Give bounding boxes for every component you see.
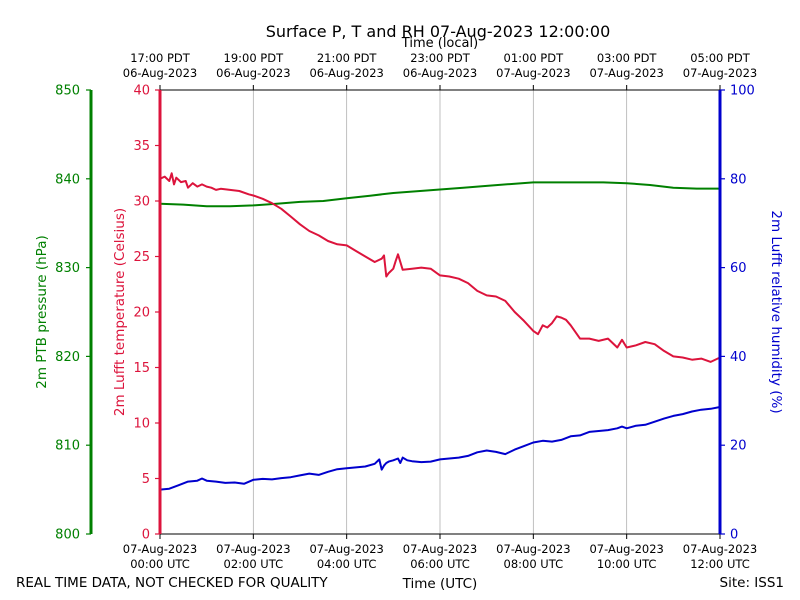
rh-tick-label: 60 [730, 261, 747, 276]
pressure-tick-label: 830 [55, 261, 80, 276]
x-tick-label-utc-time: 06:00 UTC [410, 557, 470, 571]
temperature-axis-label: 2m Lufft temperature (Celsius) [112, 208, 128, 416]
x-tick-label-utc-date: 07-Aug-2023 [496, 542, 570, 556]
pressure-axis-label: 2m PTB pressure (hPa) [34, 235, 50, 388]
x-tick-label-utc-date: 07-Aug-2023 [683, 542, 757, 556]
temperature-tick-label: 15 [133, 361, 150, 376]
temperature-tick-label: 25 [133, 250, 150, 265]
x-tick-label-utc-time: 10:00 UTC [597, 557, 657, 571]
x-tick-label-local-date: 06-Aug-2023 [403, 66, 477, 80]
x-tick-label-local-date: 07-Aug-2023 [683, 66, 757, 80]
x-tick-label-utc-time: 08:00 UTC [504, 557, 564, 571]
series-group [159, 172, 721, 491]
x-tick-label-utc-date: 07-Aug-2023 [403, 542, 477, 556]
temperature-tick-label: 35 [133, 139, 150, 154]
temperature-tick-label: 40 [133, 84, 150, 99]
x-tick-label-utc-date: 07-Aug-2023 [589, 542, 663, 556]
x-tick-label-utc-date: 07-Aug-2023 [123, 542, 197, 556]
x-tick-label-local-time: 23:00 PDT [410, 51, 471, 65]
x-tick-label-utc-date: 07-Aug-2023 [216, 542, 290, 556]
temperature-tick-label: 30 [133, 195, 150, 210]
x-tick-label-local-time: 17:00 PDT [130, 51, 191, 65]
rh-tick-label: 20 [730, 439, 747, 454]
x-tick-label-local-time: 01:00 PDT [504, 51, 565, 65]
pressure-tick-label: 800 [55, 528, 80, 543]
x-axis-label: Time (UTC) [402, 576, 478, 592]
footer-disclaimer: REAL TIME DATA, NOT CHECKED FOR QUALITY [16, 575, 328, 591]
x-tick-label-local-date: 06-Aug-2023 [123, 66, 197, 80]
x-tick-label-local-time: 05:00 PDT [690, 51, 751, 65]
footer-site: Site: ISS1 [720, 575, 784, 591]
rh-series-line [159, 406, 721, 491]
x-tick-label-local-time: 21:00 PDT [317, 51, 378, 65]
x-tick-label-local-date: 06-Aug-2023 [309, 66, 383, 80]
rh-axis-label: 2m Lufft relative humidity (%) [768, 210, 784, 413]
temperature-series-line [159, 172, 721, 363]
x-tick-label-utc-time: 12:00 UTC [690, 557, 750, 571]
pressure-tick-label: 820 [55, 350, 80, 365]
pressure-tick-label: 810 [55, 439, 80, 454]
pressure-tick-label: 850 [55, 84, 80, 99]
pressure-tick-label: 840 [55, 172, 80, 187]
x-tick-label-utc-date: 07-Aug-2023 [309, 542, 383, 556]
top-axis-label: Time (local) [401, 36, 478, 51]
x-tick-label-local-date: 07-Aug-2023 [496, 66, 570, 80]
pressure-series-line [159, 181, 720, 208]
x-tick-label-utc-time: 02:00 UTC [224, 557, 284, 571]
x-tick-label-local-time: 03:00 PDT [597, 51, 658, 65]
x-tick-label-local-date: 07-Aug-2023 [589, 66, 663, 80]
temperature-tick-label: 5 [142, 472, 150, 487]
x-tick-label-utc-time: 00:00 UTC [130, 557, 190, 571]
x-tick-label-local-date: 06-Aug-2023 [216, 66, 290, 80]
rh-tick-label: 80 [730, 172, 747, 187]
x-tick-label-local-time: 19:00 PDT [224, 51, 285, 65]
rh-tick-label: 100 [730, 84, 755, 99]
rh-tick-label: 0 [730, 528, 738, 543]
temperature-tick-label: 20 [133, 306, 150, 321]
vertical-gridlines [252, 90, 628, 534]
chart-title: Surface P, T and RH 07-Aug-2023 12:00:00 [266, 22, 611, 41]
temperature-tick-label: 0 [142, 528, 150, 543]
rh-tick-label: 40 [730, 350, 747, 365]
temperature-tick-label: 10 [133, 417, 150, 432]
x-tick-label-utc-time: 04:00 UTC [317, 557, 377, 571]
